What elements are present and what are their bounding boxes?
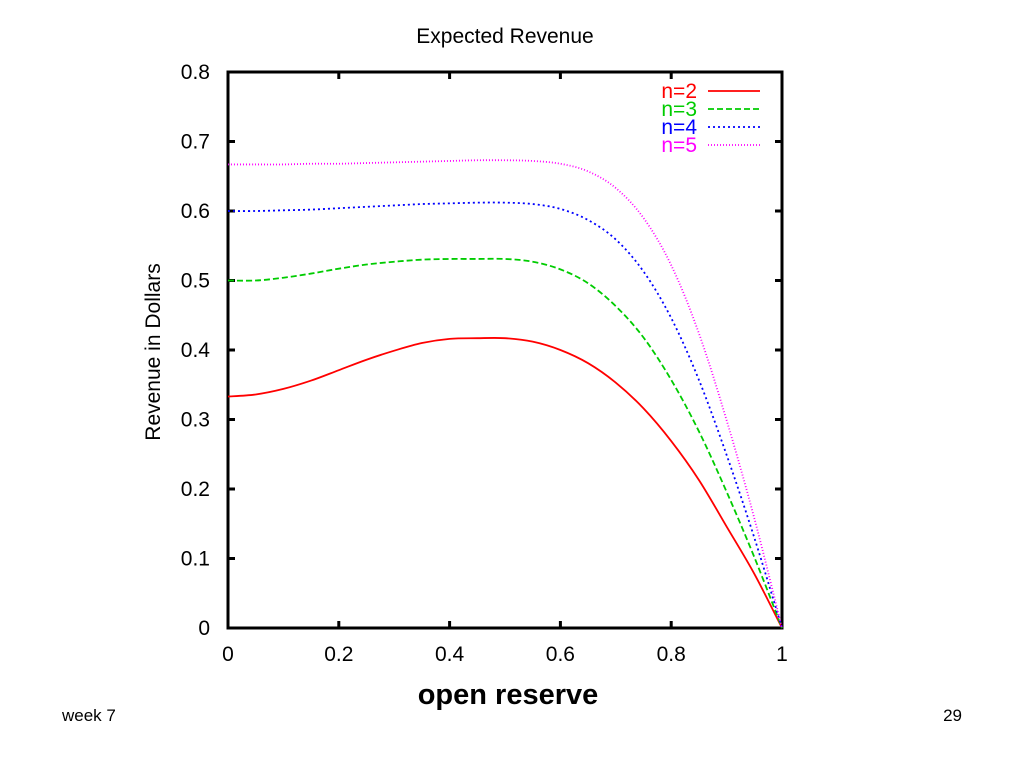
legend: n=2n=3n=4n=5: [661, 80, 760, 157]
legend-label-n-5: n=5: [661, 134, 697, 157]
legend-label-n-3: n=3: [661, 98, 697, 121]
y-tick-label: 0.8: [181, 61, 210, 84]
x-tick-label: 0.6: [546, 643, 575, 666]
y-tick-label: 0.6: [181, 200, 210, 223]
x-tick-label: 0: [222, 643, 234, 666]
x-tick-label: 0.4: [435, 643, 465, 666]
x-axis-label: open reserve: [418, 679, 599, 711]
x-tick-label: 0.8: [657, 643, 686, 666]
y-tick-label: 0.7: [181, 131, 210, 154]
footer-week-label: week 7: [62, 706, 116, 725]
y-tick-label: 0: [198, 617, 210, 640]
plot-frame: [226, 70, 784, 630]
y-tick-label: 0.1: [181, 548, 210, 571]
y-tick-label: 0.2: [181, 478, 210, 501]
chart-title: Expected Revenue: [416, 25, 593, 48]
y-tick-label: 0.5: [181, 270, 210, 293]
y-tick-label: 0.3: [181, 409, 210, 432]
y-tick-label: 0.4: [181, 339, 211, 362]
series-lines: [227, 159, 783, 629]
series-line-n-4: [227, 201, 783, 629]
series-line-n-2: [227, 337, 783, 629]
series-line-n-5: [227, 159, 783, 629]
x-tick-label: 0.2: [324, 643, 353, 666]
x-tick-labels: 0 0.2 0.4 0.6 0.8 1: [222, 643, 788, 666]
axis-ticks: [226, 70, 784, 630]
series-line-n-3: [227, 257, 783, 629]
page-number: 29: [943, 706, 962, 725]
y-axis-label: Revenue in Dollars: [142, 263, 165, 440]
x-tick-label: 1: [776, 643, 788, 666]
legend-label-n-4: n=4: [661, 116, 697, 139]
legend-label-n-2: n=2: [661, 80, 697, 103]
y-tick-labels: 0 0.1 0.2 0.3 0.4 0.5 0.6 0.7 0.8: [181, 61, 211, 640]
